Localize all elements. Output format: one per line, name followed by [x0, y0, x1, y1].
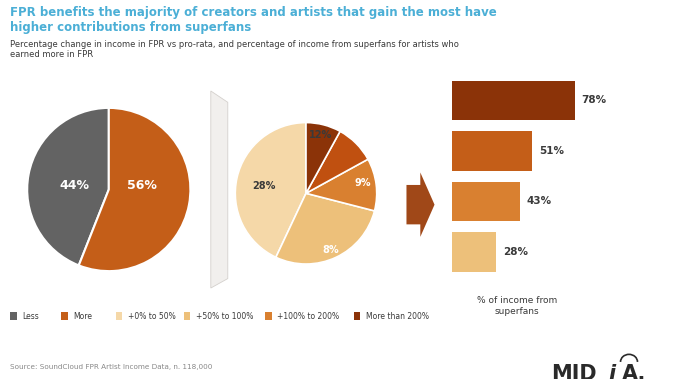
Text: % of income from
superfans: % of income from superfans	[477, 296, 557, 316]
Text: 44%: 44%	[60, 179, 90, 192]
Wedge shape	[306, 122, 340, 193]
Text: More: More	[73, 312, 92, 321]
FancyArrow shape	[407, 172, 435, 237]
Text: 28%: 28%	[252, 181, 275, 191]
Text: 78%: 78%	[581, 96, 607, 105]
Text: 9%: 9%	[354, 178, 371, 188]
Wedge shape	[235, 122, 306, 257]
Text: 8%: 8%	[322, 245, 339, 255]
Text: Source: SoundCloud FPR Artist Income Data, n. 118,000: Source: SoundCloud FPR Artist Income Dat…	[10, 364, 213, 370]
Wedge shape	[27, 108, 109, 265]
Text: A.: A.	[622, 364, 647, 379]
Text: 51%: 51%	[539, 146, 564, 156]
Text: FPR benefits the majority of creators and artists that gain the most have: FPR benefits the majority of creators an…	[10, 6, 497, 19]
Bar	[452, 182, 520, 221]
Wedge shape	[276, 193, 375, 264]
Bar	[452, 81, 575, 120]
Text: 12%: 12%	[309, 130, 332, 140]
Wedge shape	[79, 108, 190, 271]
Bar	[452, 232, 496, 272]
Wedge shape	[306, 131, 368, 193]
Text: +0% to 50%: +0% to 50%	[128, 312, 175, 321]
Text: Less: Less	[22, 312, 39, 321]
Polygon shape	[211, 91, 228, 288]
Text: i: i	[609, 364, 615, 379]
Text: MID: MID	[551, 364, 596, 379]
Bar	[452, 131, 532, 171]
Text: 56%: 56%	[126, 179, 156, 192]
Text: 43%: 43%	[526, 196, 551, 207]
Text: 28%: 28%	[503, 247, 528, 257]
Wedge shape	[306, 159, 377, 211]
Text: More than 200%: More than 200%	[366, 312, 429, 321]
Text: higher contributions from superfans: higher contributions from superfans	[10, 21, 252, 34]
Text: +50% to 100%: +50% to 100%	[196, 312, 253, 321]
Text: +100% to 200%: +100% to 200%	[277, 312, 339, 321]
Text: Percentage change in income in FPR vs pro-rata, and percentage of income from su: Percentage change in income in FPR vs pr…	[10, 40, 459, 59]
